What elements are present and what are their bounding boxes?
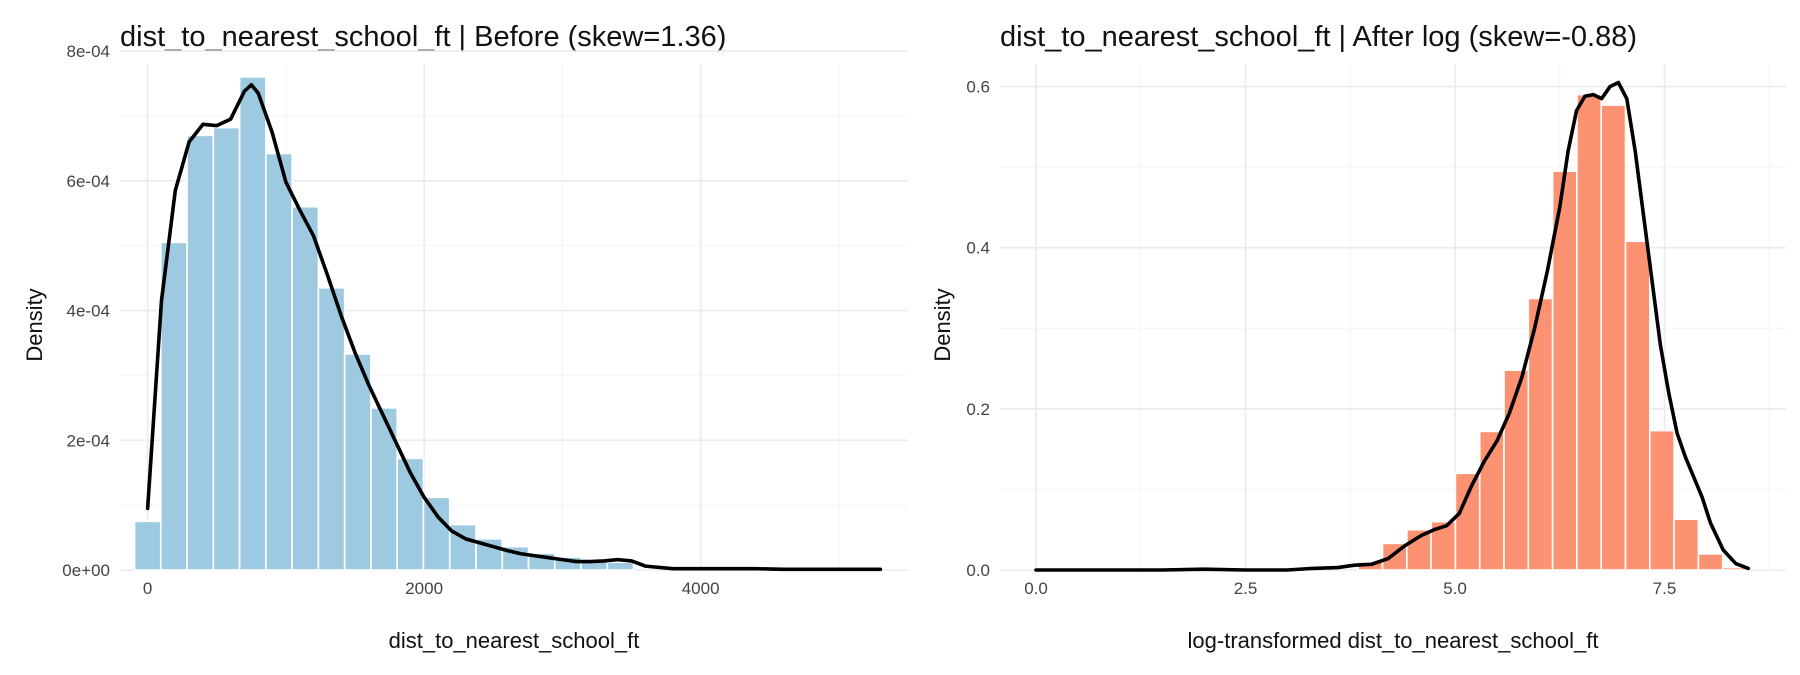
before-histogram-bar-3 [212,126,241,571]
before-histogram-bar-11 [422,496,451,571]
after-histogram-bar-10 [1600,104,1627,571]
after-y-tick-label-0_6: 0.6 [966,78,990,97]
before-histogram-bar-1 [159,241,188,571]
before-histogram-bar-5 [265,152,293,571]
after-x-axis-label: log-transformed dist_to_nearest_school_f… [1188,628,1599,653]
after-y-tick-label-0_4: 0.4 [966,239,990,258]
after-y-axis-label: Density [930,288,955,361]
after-bars [1357,93,1748,571]
before-histogram-bar-18 [606,561,635,571]
before-histogram-bar-6 [291,205,320,571]
after-histogram-bar-6 [1503,369,1530,571]
before-y-tick-label-6e_04: 6e-04 [67,172,110,191]
after-histogram-bar-14 [1697,553,1724,571]
after-histogram-bar-8 [1551,170,1578,571]
before-histogram-panel: dist_to_nearest_school_ft | Before (skew… [22,21,908,653]
after-x-tick-labels: 0.0 2.5 5.0 7.5 [1024,579,1676,598]
before-histogram-bar-0 [133,520,162,571]
after-histogram-bar-9 [1576,93,1603,571]
before-density-curve [145,82,883,572]
after-histogram-bar-4 [1454,472,1481,571]
after-x-tick-label-5_0: 5.0 [1443,579,1467,598]
after-x-tick-label-0_0: 0.0 [1024,579,1048,598]
before-histogram-bar-2 [186,134,215,571]
before-histogram-bar-10 [396,457,425,571]
after-y-tick-label-0_0: 0.0 [966,561,990,580]
after-histogram-bar-13 [1673,518,1700,571]
after-histogram-bar-12 [1649,429,1675,571]
before-x-tick-label-0: 0 [143,579,152,598]
before-chart-title: dist_to_nearest_school_ft | Before (skew… [120,21,726,53]
after-x-tick-label-7_5: 7.5 [1653,579,1677,598]
before-y-axis-label: Density [22,288,47,361]
before-x-tick-label-2000: 2000 [405,579,443,598]
before-histogram-bar-9 [370,407,398,571]
after-histogram-panel: dist_to_nearest_school_ft | After log (s… [930,21,1786,653]
before-y-tick-label-0e_00: 0e+00 [62,561,110,580]
after-density-curve-group [1034,80,1751,572]
before-histogram-bar-7 [317,287,346,571]
after-y-tick-label-0_2: 0.2 [966,400,990,419]
before-y-tick-labels: 0e+00 2e-04 4e-04 6e-04 8e-04 [62,42,110,580]
before-x-axis-label: dist_to_nearest_school_ft [389,628,640,653]
before-y-tick-label-4e_04: 4e-04 [67,302,110,321]
before-histogram-bar-8 [343,353,372,571]
after-histogram-bar-5 [1478,430,1505,571]
after-histogram-bar-11 [1624,240,1651,571]
before-y-tick-label-2e_04: 2e-04 [67,431,110,450]
before-density-curve-group [145,82,883,572]
after-chart-title: dist_to_nearest_school_ft | After log (s… [1000,21,1637,53]
before-y-tick-label-8e_04: 8e-04 [67,42,110,61]
after-x-tick-label-2_5: 2.5 [1234,579,1258,598]
before-x-tick-label-4000: 4000 [682,579,720,598]
before-histogram-bar-4 [238,76,267,571]
before-bars [133,76,635,571]
before-x-tick-labels: 0 2000 4000 [143,579,720,598]
after-density-curve [1034,80,1751,572]
after-y-tick-labels: 0.0 0.2 0.4 0.6 [966,78,990,580]
